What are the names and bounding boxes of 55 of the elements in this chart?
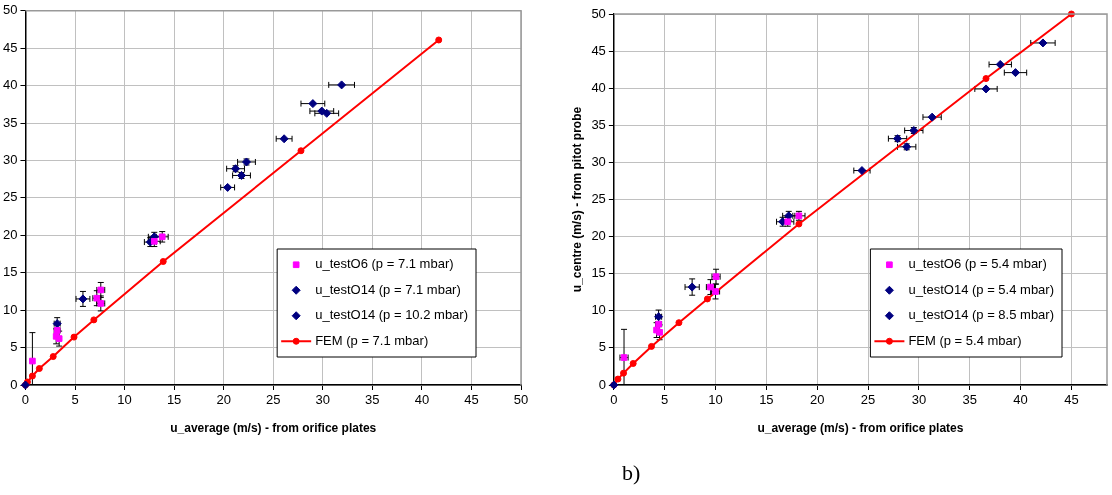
x-axis-title: u_average (m/s) - from orifice plates xyxy=(757,421,964,436)
x-tick-label: 20 xyxy=(809,392,825,408)
y-tick-label: 5 xyxy=(10,339,18,355)
x-tick-label: 50 xyxy=(513,392,529,408)
y-tick-label: 45 xyxy=(591,42,606,58)
legend-label: u_testO14 (p = 5.4 mbar) xyxy=(908,281,1055,297)
y-tick-label: 15 xyxy=(591,265,606,281)
legend-label: FEM (p = 5.4 mbar) xyxy=(908,332,1022,348)
y-tick-label: 25 xyxy=(591,191,606,207)
y-axis-title: u_centre (m/s) - from pitot probe xyxy=(569,106,584,293)
x-tick-label: 25 xyxy=(266,392,281,408)
y-tick-label: 30 xyxy=(2,152,18,168)
x-tick-label: 20 xyxy=(216,392,231,408)
y-tick-label: 50 xyxy=(2,2,18,18)
x-tick-label: 40 xyxy=(414,392,430,408)
y-tick-label: 45 xyxy=(2,39,18,55)
x-tick-label: 35 xyxy=(365,392,380,408)
x-tick-label: 0 xyxy=(21,392,30,408)
x-axis-title: u_average (m/s) - from orifice plates xyxy=(170,421,377,436)
y-tick-label: 30 xyxy=(591,153,606,169)
y-tick-label: 50 xyxy=(591,5,606,21)
legend-label: FEM (p = 7.1 mbar) xyxy=(315,332,429,348)
y-tick-label: 10 xyxy=(2,301,18,317)
y-tick-label: 25 xyxy=(2,189,18,205)
x-tick-label: 25 xyxy=(860,392,876,408)
x-tick-label: 45 xyxy=(1064,392,1079,408)
y-tick-label: 40 xyxy=(2,77,18,93)
y-tick-label: 20 xyxy=(591,228,606,244)
x-tick-label: 15 xyxy=(759,392,774,408)
x-tick-label: 40 xyxy=(1013,392,1028,408)
x-tick-label: 35 xyxy=(962,392,977,408)
x-tick-label: 10 xyxy=(708,392,723,408)
y-tick-label: 15 xyxy=(2,264,18,280)
y-tick-label: 35 xyxy=(2,114,18,130)
y-tick-label: 35 xyxy=(591,116,606,132)
text: b) xyxy=(622,460,641,486)
y-tick-label: 40 xyxy=(591,79,606,95)
x-tick-label: 30 xyxy=(315,392,331,408)
legend-label: u_testO14 (p = 7.1 mbar) xyxy=(315,281,461,297)
y-tick-label: 10 xyxy=(591,302,606,318)
x-tick-label: 0 xyxy=(610,392,618,408)
legend-label: u_testO6 (p = 7.1 mbar) xyxy=(315,256,454,272)
x-tick-label: 30 xyxy=(911,392,927,408)
y-tick-label: 0 xyxy=(598,376,606,392)
legend-label: u_testO6 (p = 5.4 mbar) xyxy=(908,256,1047,272)
legend-label: u_testO14 (p = 10.2 mbar) xyxy=(315,307,469,323)
x-tick-label: 15 xyxy=(166,392,182,408)
y-tick-label: 0 xyxy=(10,376,18,392)
x-tick-label: 10 xyxy=(117,392,132,408)
y-tick-label: 20 xyxy=(2,226,18,242)
x-tick-label: 5 xyxy=(71,392,79,408)
x-tick-label: 45 xyxy=(464,392,479,408)
legend-label: u_testO14 (p = 8.5 mbar) xyxy=(908,307,1055,323)
y-tick-label: 5 xyxy=(598,339,606,355)
x-tick-label: 5 xyxy=(661,392,669,408)
